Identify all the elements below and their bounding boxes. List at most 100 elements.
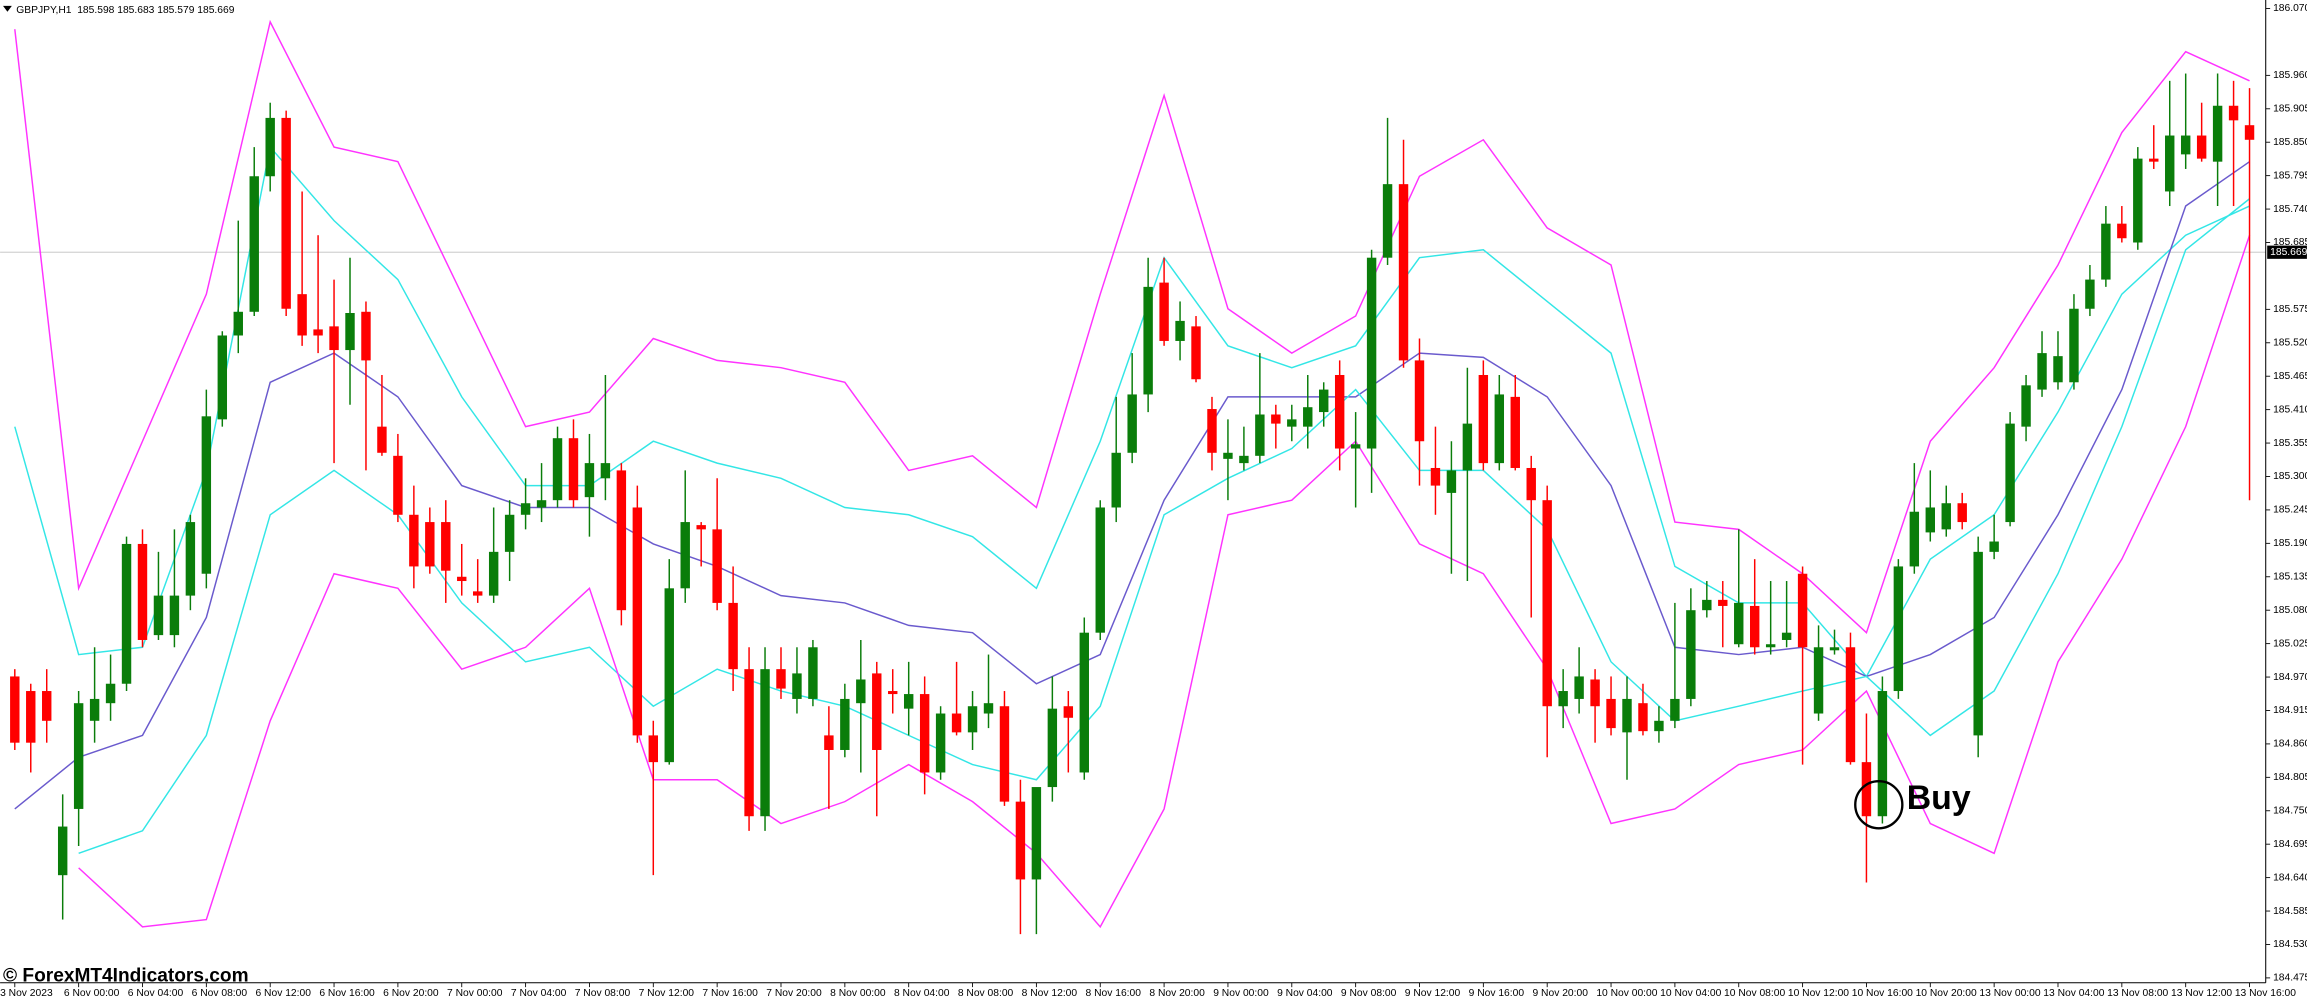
candle-body	[1781, 632, 1792, 640]
watermark: © ForexMT4Indicators.com	[3, 965, 249, 986]
y-tick-label: 185.905	[2273, 104, 2307, 115]
candle-body	[1877, 691, 1888, 817]
y-tick-label: 186.070	[2273, 3, 2307, 14]
candle-body	[105, 683, 116, 704]
y-tick-label: 184.640	[2273, 872, 2307, 883]
candle-body	[568, 438, 579, 501]
candle-body	[1063, 706, 1074, 718]
candle-body	[361, 311, 371, 361]
candle-body	[632, 507, 643, 736]
candle-body	[1606, 698, 1616, 729]
candle-body	[1175, 320, 1185, 341]
candle-body	[153, 595, 164, 636]
candle-body	[1127, 394, 1137, 453]
candle-body	[1861, 762, 1872, 817]
candle-body	[2069, 308, 2079, 383]
candle-body	[1909, 511, 1920, 567]
x-tick-label: 8 Nov 08:00	[958, 988, 1014, 999]
x-tick-label: 13 Nov 04:00	[2043, 988, 2104, 999]
chart-title: GBPJPY,H1 185.598 185.683 185.579 185.66…	[16, 5, 234, 16]
candle-body	[42, 691, 52, 721]
candle-body	[1973, 551, 1983, 736]
buy-annotation: Buy	[1907, 779, 1971, 817]
band-line	[78, 234, 2251, 929]
candle-body	[217, 335, 228, 420]
candle-body	[1350, 444, 1361, 449]
plot-area	[0, 19, 2266, 935]
candle-body	[2165, 135, 2175, 192]
candle-body	[552, 438, 563, 501]
candle-body	[903, 694, 914, 709]
candle-body	[728, 602, 738, 670]
candle-body	[840, 698, 850, 750]
candle-body	[1574, 676, 1584, 699]
candle-body	[712, 529, 722, 603]
candle-body	[1765, 644, 1776, 648]
y-tick-label: 185.685	[2273, 237, 2307, 248]
candle-body	[1047, 708, 1058, 788]
candle-body	[1845, 647, 1856, 763]
y-tick-label: 184.970	[2273, 672, 2307, 683]
candle-body	[393, 455, 403, 515]
y-tick-label: 184.750	[2273, 805, 2307, 816]
candle-body	[1143, 286, 1153, 395]
candle-body	[73, 703, 84, 809]
candle-body	[488, 551, 499, 596]
candle-body	[329, 326, 339, 351]
y-tick-label: 185.575	[2273, 304, 2307, 315]
candle-body	[185, 522, 196, 596]
candle-body	[760, 669, 770, 817]
y-tick-label: 185.960	[2273, 70, 2307, 81]
x-tick-label: 9 Nov 12:00	[1405, 988, 1461, 999]
candle-body	[1654, 720, 1664, 732]
candle-body	[584, 463, 595, 498]
candle-body	[776, 669, 786, 689]
candle-body	[1111, 452, 1121, 508]
x-tick-label: 10 Nov 04:00	[1660, 988, 1721, 999]
candle-body	[1749, 605, 1760, 648]
candle-body	[935, 713, 946, 773]
candle-body	[1542, 500, 1552, 707]
candle-body	[1334, 374, 1345, 449]
x-tick-label: 6 Nov 08:00	[192, 988, 248, 999]
candle-body	[967, 706, 978, 733]
candle-body	[1829, 647, 1840, 651]
y-tick-label: 185.025	[2273, 638, 2307, 649]
candle-body	[888, 691, 898, 695]
y-tick-label: 184.805	[2273, 772, 2307, 783]
y-tick-label: 185.410	[2273, 404, 2307, 415]
x-tick-label: 3 Nov 2023	[0, 988, 53, 999]
y-tick-label: 185.355	[2273, 438, 2307, 449]
candle-body	[1462, 423, 1473, 471]
candle-body	[1558, 691, 1568, 707]
candle-body	[919, 694, 930, 773]
candle-body	[1031, 787, 1042, 880]
candle-body	[137, 543, 148, 640]
candle-body	[1494, 394, 1505, 464]
candle-body	[856, 679, 866, 704]
x-tick-label: 10 Nov 12:00	[1788, 988, 1849, 999]
candle-body	[696, 525, 706, 530]
x-tick-label: 13 Nov 16:00	[2235, 988, 2296, 999]
candle-body	[1718, 599, 1728, 606]
y-tick-label: 184.860	[2273, 739, 2307, 750]
y-tick-label: 184.915	[2273, 705, 2307, 716]
x-tick-label: 10 Nov 08:00	[1724, 988, 1785, 999]
candle-body	[89, 698, 100, 721]
candle-body	[808, 647, 818, 699]
candle-body	[2244, 125, 2255, 140]
candle-body	[345, 312, 355, 351]
y-tick-label: 185.795	[2273, 170, 2307, 181]
candle-body	[1382, 184, 1393, 258]
y-tick-label: 184.530	[2273, 939, 2307, 950]
candle-body	[265, 117, 275, 177]
candle-body	[26, 691, 36, 743]
candle-body	[999, 706, 1010, 802]
x-tick-label: 10 Nov 00:00	[1596, 988, 1657, 999]
x-tick-label: 13 Nov 12:00	[2171, 988, 2232, 999]
candle-body	[744, 669, 754, 817]
y-tick-label: 185.245	[2273, 505, 2307, 516]
y-tick-label: 185.190	[2273, 538, 2307, 549]
